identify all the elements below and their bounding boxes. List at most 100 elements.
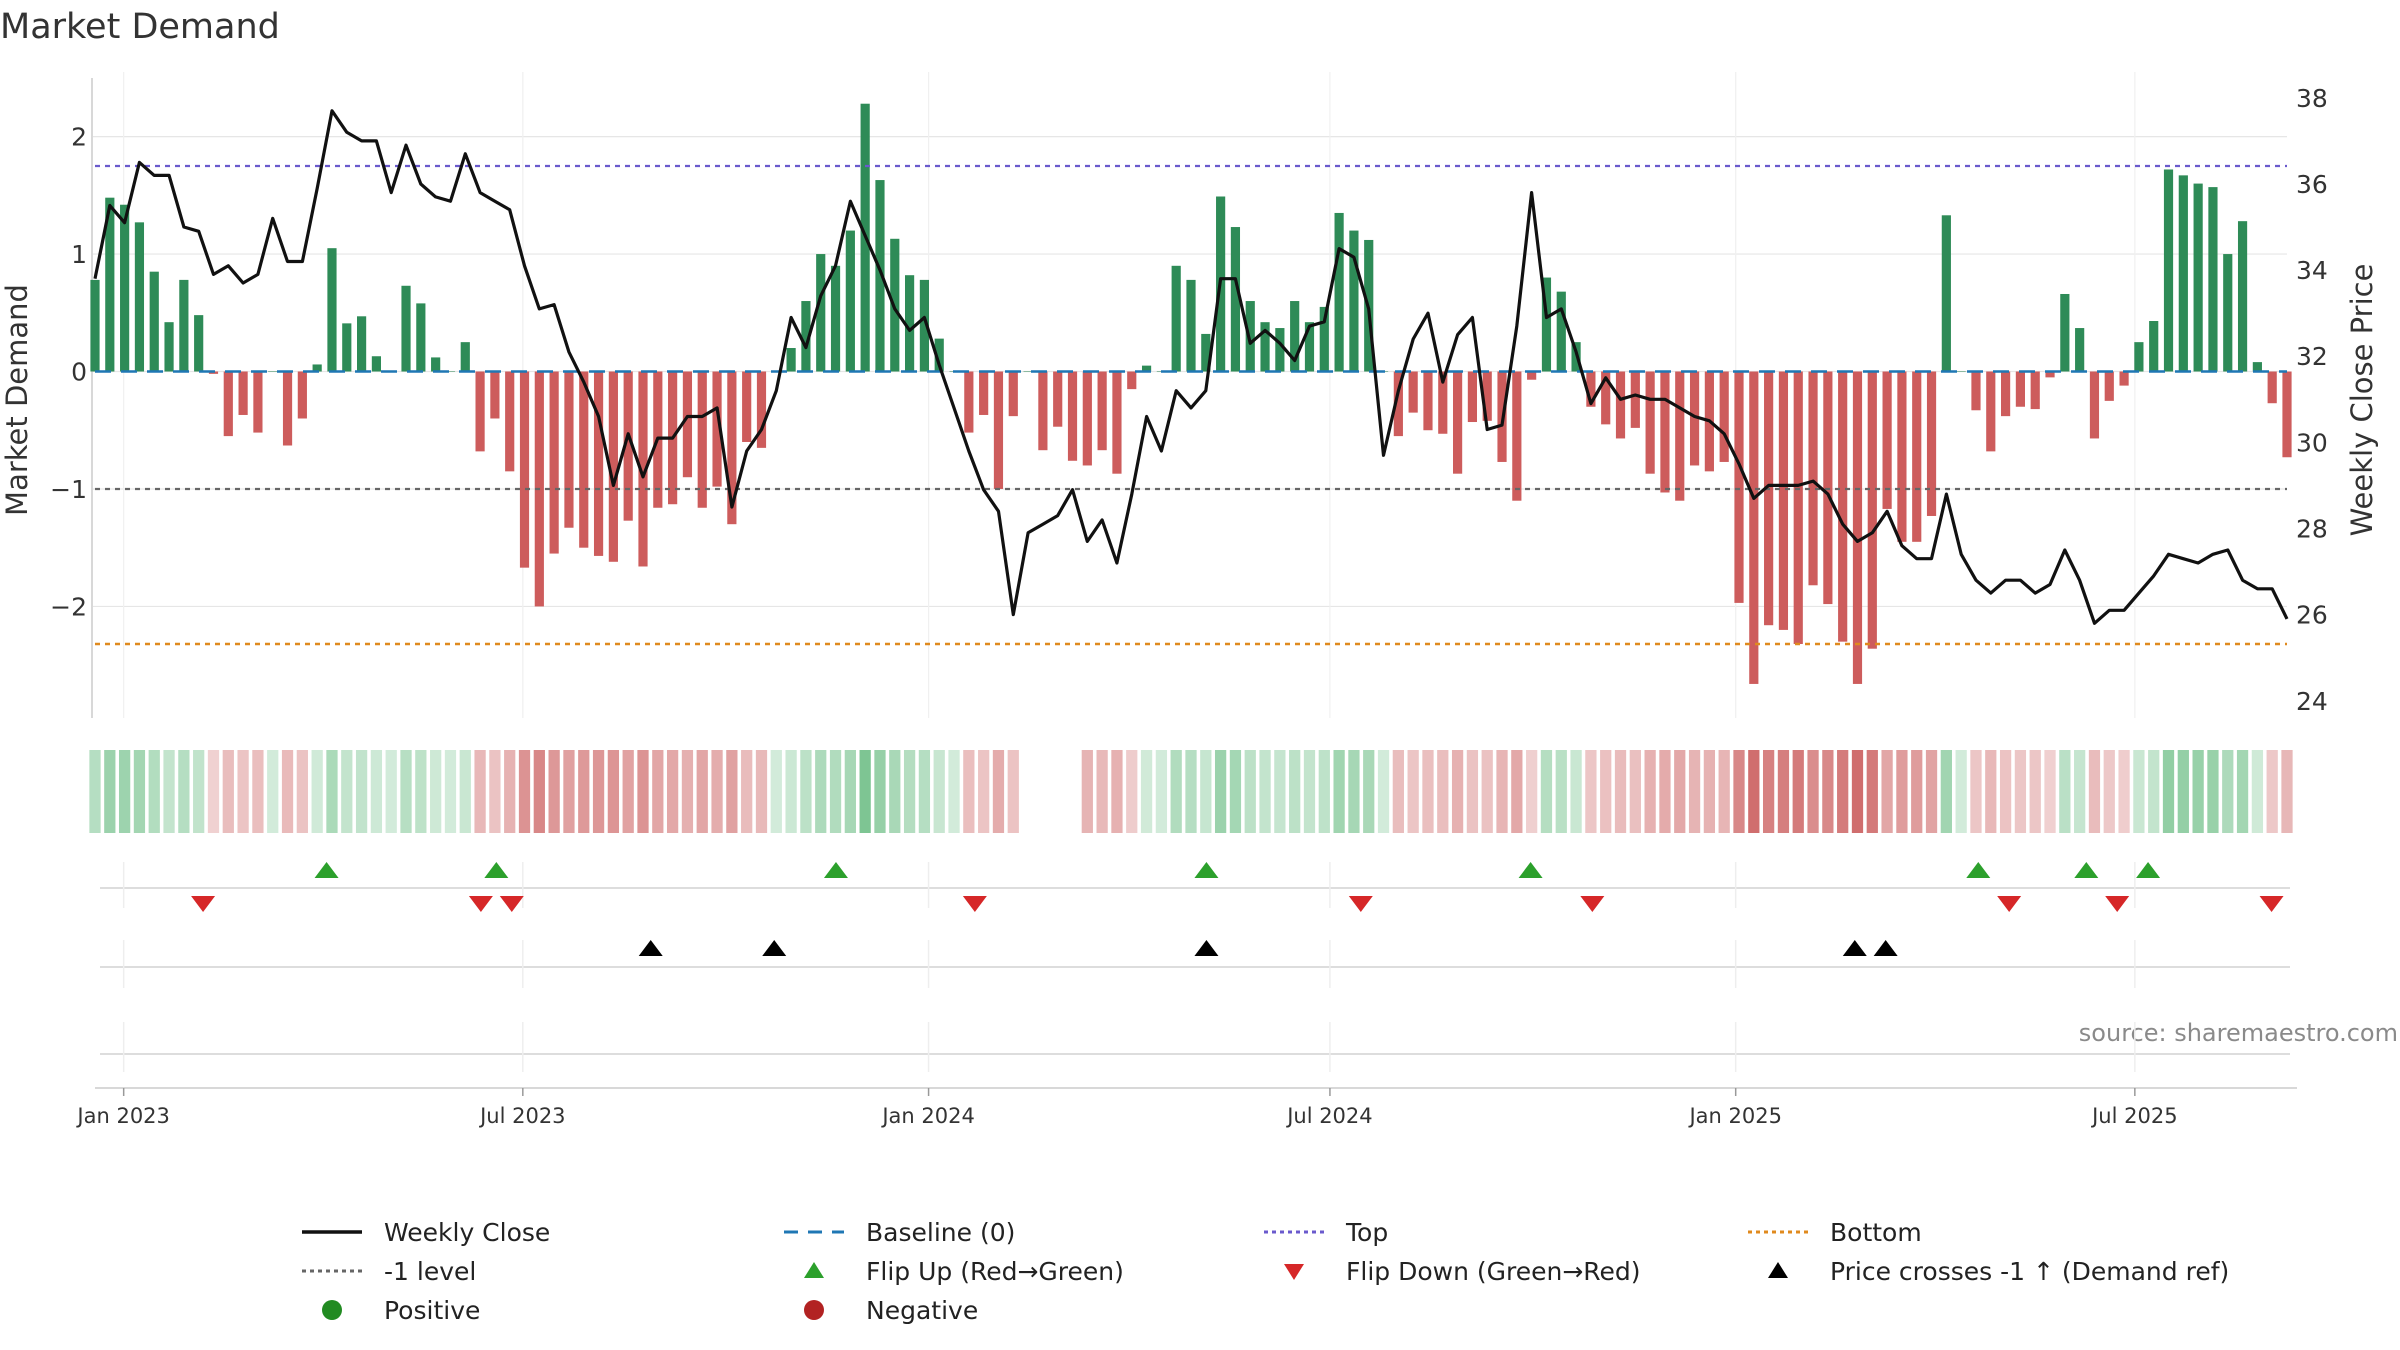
demand-bar	[1556, 291, 1566, 372]
demand-bar	[2252, 362, 2262, 372]
demand-bar	[1793, 371, 1803, 645]
strip-cell	[1703, 750, 1716, 833]
left-y-tick-label: 0	[71, 358, 87, 387]
demand-bar	[1319, 306, 1329, 372]
circle-icon	[804, 1300, 824, 1320]
demand-bar	[2075, 328, 2085, 372]
demand-bar	[608, 371, 618, 562]
strip-cell	[1881, 750, 1893, 833]
demand-bar	[816, 254, 826, 372]
demand-bar	[1008, 371, 1018, 417]
demand-bar	[1112, 371, 1122, 474]
demand-bar	[1171, 265, 1181, 372]
flip-down-marker	[962, 896, 987, 912]
strip-cell	[548, 750, 560, 833]
demand-bar	[1527, 371, 1537, 380]
price-cross-marker	[1194, 940, 1219, 956]
strip-cell	[1688, 750, 1701, 833]
demand-bar	[2237, 221, 2248, 372]
demand-bar	[1630, 371, 1640, 428]
strip-cell	[859, 750, 871, 833]
legend-label: Price crosses -1 ↑ (Demand ref)	[1830, 1256, 2230, 1286]
legend-item-flip-up: Flip Up (Red→Green)	[782, 1254, 1124, 1288]
strip-cell	[1822, 750, 1834, 833]
strip-cell	[978, 750, 990, 833]
demand-bar	[253, 371, 263, 433]
strip-cell	[1081, 750, 1093, 833]
strip-cell	[1807, 750, 1819, 833]
strip-cell	[2074, 750, 2086, 833]
demand-bar	[579, 371, 589, 548]
strip-cell	[1481, 750, 1493, 833]
strip-cell	[1303, 750, 1316, 833]
strip-cell	[296, 750, 308, 833]
demand-bar	[445, 371, 456, 373]
flip-down-marker	[1580, 896, 1605, 912]
chart-title: Market Demand	[0, 7, 280, 47]
demand-bar	[90, 279, 100, 372]
price-cross-marker	[1842, 940, 1867, 956]
legend-item-baseline: Baseline (0)	[782, 1215, 1015, 1249]
strip-cell	[341, 750, 353, 833]
strip-cell	[504, 750, 516, 833]
strip-cell	[607, 750, 620, 833]
demand-bar	[1349, 230, 1359, 372]
demand-bar	[1838, 371, 1848, 642]
strip-cell	[1155, 750, 1168, 833]
strip-cell	[2029, 750, 2041, 833]
demand-bar	[875, 180, 885, 372]
demand-bar	[1586, 371, 1596, 407]
flip-down-marker	[468, 896, 493, 912]
strip-cell	[889, 750, 901, 833]
strip-cell	[1600, 750, 1612, 833]
demand-bar	[164, 322, 174, 372]
strip-cell	[1866, 750, 1878, 833]
strip-cell	[992, 750, 1005, 833]
flip-up-marker	[314, 862, 339, 878]
demand-bar	[697, 371, 707, 508]
demand-bar	[1053, 371, 1063, 427]
price-cross-marker	[638, 940, 663, 956]
x-axis: Jan 2023 Jul 2023 Jan 2024 Jul 2024 Jan 2025…	[75, 1087, 2297, 1128]
strip-cell	[2177, 750, 2189, 833]
demand-bar	[801, 301, 811, 372]
x-tick-label: Jul 2025	[2090, 1104, 2177, 1128]
strip-cell	[370, 750, 383, 833]
demand-color-strip	[89, 750, 2293, 833]
strip-cell	[222, 750, 234, 833]
demand-bar	[1867, 371, 1877, 649]
demand-bar	[1408, 371, 1418, 413]
demand-bar	[1615, 371, 1626, 439]
right-y-tick-label: 36	[2296, 170, 2328, 199]
strip-cell	[563, 750, 575, 833]
strip-cell	[326, 750, 338, 833]
demand-bar	[120, 204, 130, 372]
right-y-tick-label: 30	[2296, 428, 2328, 457]
strip-cell	[2266, 750, 2278, 833]
strip-cell	[1185, 750, 1197, 833]
strip-cell	[1126, 750, 1138, 833]
strip-cell	[1363, 750, 1375, 833]
strip-cell	[755, 750, 768, 833]
strip-cell	[415, 750, 427, 833]
demand-bar	[638, 371, 648, 567]
demand-bar	[2104, 371, 2114, 401]
demand-bar	[2030, 371, 2040, 410]
strip-cell	[1940, 750, 1952, 833]
strip-cell	[1289, 750, 1301, 833]
strip-cell	[874, 750, 886, 833]
strip-cell	[741, 750, 753, 833]
flip-down-marker	[2105, 896, 2130, 912]
demand-bar	[431, 357, 441, 372]
x-tick-label: Jan 2025	[1687, 1104, 1782, 1128]
strip-cell	[1111, 750, 1123, 833]
legend-item-bottom: Bottom	[1746, 1215, 1922, 1249]
x-tick-label: Jul 2023	[478, 1104, 565, 1128]
demand-bar	[2208, 187, 2218, 372]
demand-bar	[742, 371, 752, 442]
strip-cell	[1777, 750, 1790, 833]
strip-cell	[1999, 750, 2012, 833]
demand-bar	[564, 371, 574, 528]
flip-down-marker	[499, 896, 524, 912]
